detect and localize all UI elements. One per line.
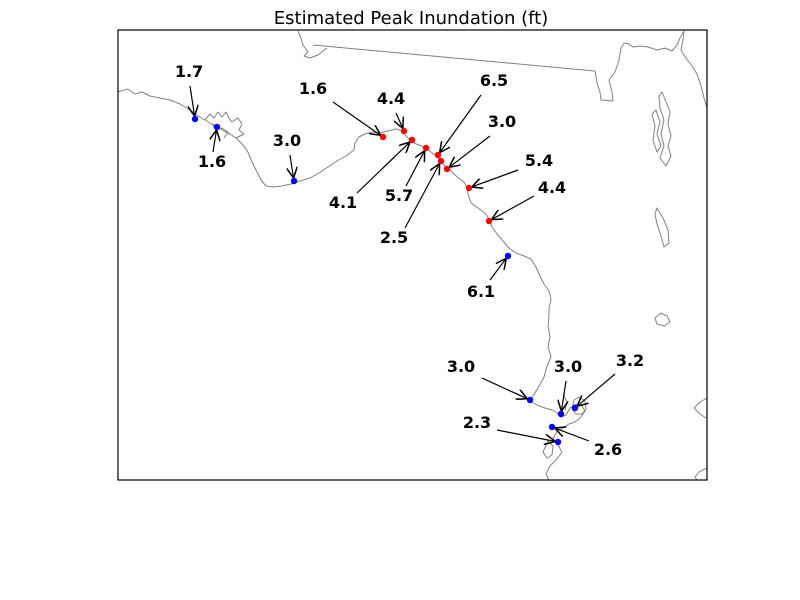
callout-arrow-14: [481, 377, 526, 398]
marker-dot-2: [213, 123, 221, 131]
marker-dot-14: [526, 396, 534, 404]
callout-arrow-1: [190, 85, 194, 115]
marker-dot-3: [290, 177, 298, 185]
callout-arrows: [190, 85, 616, 442]
callout-arrow-6: [356, 143, 409, 194]
callout-arrow-17: [556, 428, 590, 442]
mobile-bay-inlets: [204, 111, 245, 139]
callout-arrow-9: [404, 165, 439, 229]
marker-label-15: 3.0: [554, 357, 582, 376]
marker-dot-18: [554, 438, 562, 446]
marker-dot-12: [485, 217, 493, 225]
callout-arrow-4: [332, 101, 380, 135]
callout-arrow-13: [489, 259, 506, 281]
small-island: [654, 312, 671, 327]
marker-label-18: 2.3: [463, 413, 491, 432]
callout-arrow-15: [562, 380, 566, 410]
marker-label-1: 1.7: [175, 62, 203, 81]
marker-dots: [191, 115, 579, 446]
marker-dot-1: [191, 115, 199, 123]
southeast-coast-fragment: [693, 397, 707, 480]
callout-arrow-5: [396, 112, 402, 127]
marker-dot-6: [408, 136, 416, 144]
marker-dot-8: [434, 151, 442, 159]
marker-dot-15: [557, 410, 565, 418]
callout-arrow-16: [578, 373, 616, 405]
callout-arrow-11: [473, 169, 519, 187]
marker-dot-11: [465, 184, 473, 192]
callout-arrow-7: [405, 152, 424, 187]
map-frame: [117, 29, 708, 481]
callout-arrow-3: [290, 154, 293, 177]
marker-label-2: 1.6: [198, 152, 226, 171]
marker-dot-5: [400, 127, 408, 135]
marker-label-3: 3.0: [273, 131, 301, 150]
coastline: [118, 30, 707, 480]
inland-river-west: [297, 30, 328, 59]
marker-label-10: 3.0: [488, 112, 516, 131]
barrier-island-east-3: [654, 207, 670, 248]
gulf-coastline: [118, 88, 586, 480]
marker-dot-7: [422, 144, 430, 152]
marker-label-17: 2.6: [594, 440, 622, 459]
marker-label-7: 5.7: [385, 186, 413, 205]
marker-label-13: 6.1: [467, 282, 495, 301]
marker-label-4: 1.6: [299, 79, 327, 98]
marker-label-9: 2.5: [380, 228, 408, 247]
barrier-islands-east: [658, 91, 672, 167]
marker-dot-4: [379, 133, 387, 141]
state-boundary-line: [312, 44, 596, 72]
callout-arrow-10: [450, 135, 491, 167]
barrier-island-east-2: [651, 109, 662, 153]
marker-dot-13: [504, 252, 512, 260]
callout-arrow-8: [440, 94, 482, 152]
marker-label-6: 4.1: [329, 193, 357, 212]
marker-labels: 1.7 1.6 3.0 1.6 4.4 4.1 5.7 6.5 2.5 3.0 5.4 4.4 6.1 3…: [175, 62, 644, 459]
marker-label-8: 6.5: [480, 71, 508, 90]
marker-label-11: 5.4: [525, 151, 553, 170]
atlantic-coastline: [680, 30, 707, 109]
marker-dot-17: [548, 423, 556, 431]
callout-arrow-2: [213, 131, 216, 153]
inland-bay-northeast: [594, 30, 685, 102]
callout-arrow-18: [496, 429, 554, 441]
marker-dot-10: [443, 165, 451, 173]
map-title: Estimated Peak Inundation (ft): [274, 8, 548, 29]
marker-label-16: 3.2: [616, 351, 644, 370]
marker-dot-9: [437, 157, 445, 165]
marker-label-14: 3.0: [447, 357, 475, 376]
marker-dot-16: [571, 404, 579, 412]
callout-arrow-12: [492, 195, 535, 219]
marker-label-12: 4.4: [538, 178, 566, 197]
marker-label-5: 4.4: [377, 89, 405, 108]
